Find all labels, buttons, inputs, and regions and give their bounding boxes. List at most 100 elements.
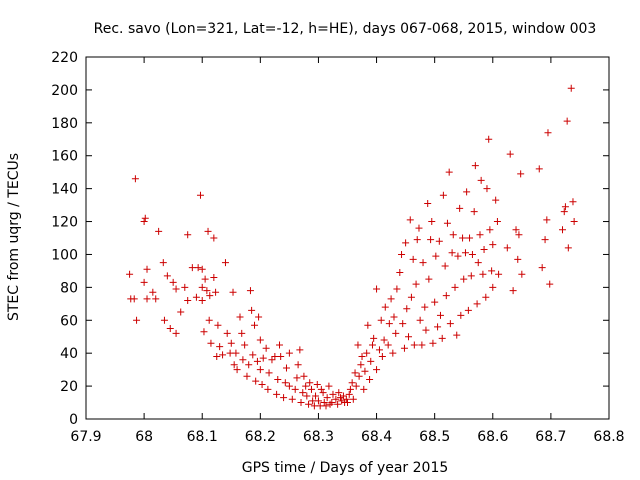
data-point	[358, 352, 366, 360]
data-points	[126, 84, 578, 410]
data-point	[448, 249, 456, 257]
data-point	[166, 325, 174, 332]
data-point	[337, 394, 345, 402]
data-point	[486, 226, 494, 234]
data-point	[421, 303, 429, 311]
data-point	[439, 191, 447, 199]
data-point	[441, 262, 449, 270]
data-point	[429, 339, 437, 347]
data-point	[354, 341, 362, 349]
data-point	[320, 399, 328, 407]
data-point	[172, 329, 180, 337]
data-point	[255, 313, 263, 321]
data-point	[196, 191, 204, 199]
data-point	[407, 293, 415, 301]
data-point	[232, 349, 240, 357]
data-point	[296, 346, 304, 354]
data-point	[400, 344, 408, 352]
data-point	[243, 372, 251, 380]
x-tick-label: 67.9	[70, 429, 101, 445]
data-point	[294, 361, 302, 369]
data-point	[126, 270, 134, 278]
data-point	[385, 320, 393, 328]
data-point	[427, 236, 435, 244]
data-point	[479, 270, 487, 278]
data-point	[351, 369, 359, 377]
data-point	[416, 316, 424, 324]
data-point	[213, 352, 221, 360]
y-tick-label: 80	[60, 280, 78, 296]
data-point	[149, 288, 157, 296]
data-point	[567, 84, 575, 92]
data-point	[476, 231, 484, 239]
data-point	[239, 356, 247, 364]
data-point	[453, 331, 461, 339]
data-point	[194, 264, 202, 272]
data-point	[274, 376, 282, 384]
data-point	[319, 389, 327, 397]
data-point	[396, 269, 404, 277]
data-point	[463, 188, 471, 196]
data-point	[249, 351, 257, 359]
data-point	[438, 334, 446, 342]
data-point	[332, 395, 340, 403]
data-point	[276, 341, 284, 349]
data-point	[265, 369, 273, 377]
data-point	[474, 259, 482, 267]
data-point	[538, 264, 546, 272]
data-point	[200, 328, 208, 336]
data-point	[264, 385, 272, 393]
data-point	[334, 400, 342, 408]
data-point	[422, 326, 430, 334]
data-point	[405, 333, 413, 341]
data-point	[428, 218, 436, 226]
data-point	[256, 336, 264, 344]
data-point	[216, 343, 224, 351]
data-point	[492, 196, 500, 204]
data-point	[227, 339, 235, 347]
data-point	[413, 236, 421, 244]
x-tick-label: 68.4	[361, 429, 392, 445]
x-tick-label: 68.5	[419, 429, 450, 445]
data-point	[561, 203, 569, 211]
data-point	[338, 397, 346, 405]
data-point	[329, 390, 337, 398]
data-point	[288, 395, 296, 403]
data-point	[256, 366, 264, 374]
data-point	[563, 117, 571, 125]
data-point	[559, 226, 567, 234]
data-point	[424, 199, 432, 207]
data-point	[277, 352, 285, 360]
data-point	[214, 321, 222, 329]
data-point	[169, 278, 177, 286]
data-point	[546, 280, 554, 288]
data-point	[262, 344, 270, 352]
x-tick-label: 68.2	[245, 429, 276, 445]
data-point	[418, 341, 426, 349]
data-point	[512, 226, 520, 234]
data-point	[342, 395, 350, 403]
data-point	[384, 341, 392, 349]
data-point	[133, 316, 141, 324]
y-tick-label: 200	[51, 83, 78, 99]
data-point	[560, 208, 568, 216]
data-point	[436, 311, 444, 319]
data-point	[485, 135, 493, 143]
data-point	[464, 306, 472, 314]
data-point	[210, 234, 218, 242]
data-point	[449, 231, 457, 239]
data-point	[544, 129, 552, 137]
data-point	[205, 316, 213, 324]
data-point	[345, 390, 353, 398]
y-tick-label: 20	[60, 379, 78, 395]
data-point	[503, 244, 511, 252]
data-point	[570, 218, 578, 226]
data-point	[131, 175, 139, 183]
data-point	[488, 267, 496, 275]
data-point	[305, 400, 313, 408]
data-point	[467, 272, 475, 280]
data-point	[152, 295, 160, 303]
y-tick-label: 220	[51, 50, 78, 66]
data-point	[541, 236, 549, 244]
